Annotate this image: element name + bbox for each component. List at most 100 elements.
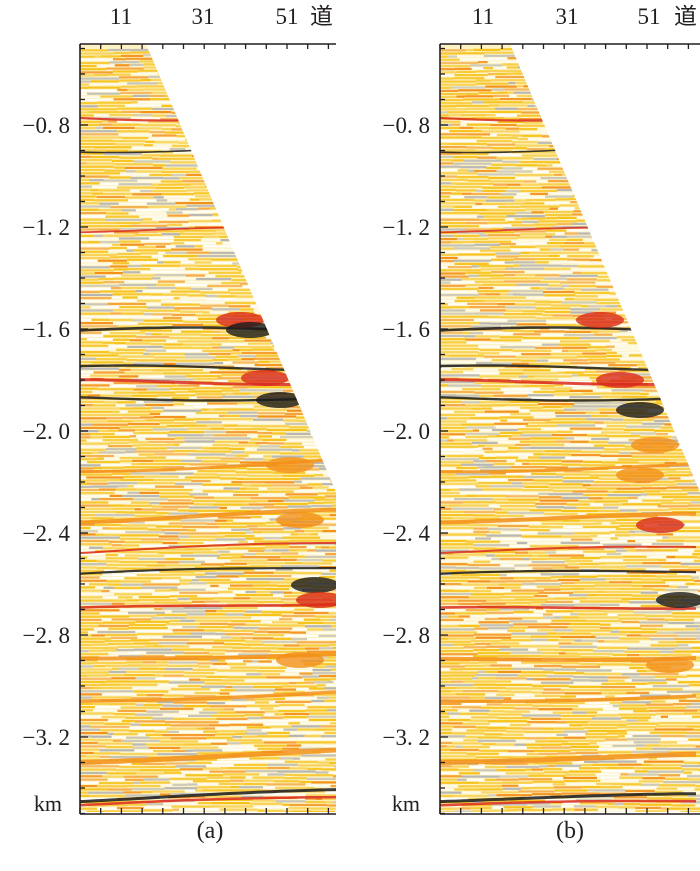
- seismic-streak: [183, 229, 216, 232]
- seismic-streak: [675, 363, 700, 367]
- seismic-streak: [615, 528, 634, 531]
- seismic-streak: [183, 343, 210, 346]
- seismic-streak: [506, 450, 545, 453]
- seismic-streak: [479, 567, 515, 570]
- seismic-streak: [321, 387, 330, 390]
- seismic-streak: [649, 373, 689, 376]
- seismic-streak: [98, 388, 134, 391]
- seismic-streak: [253, 634, 285, 637]
- seismic-streak: [666, 297, 697, 300]
- seismic-streak: [324, 439, 336, 442]
- seismic-streak: [655, 168, 683, 171]
- seismic-streak: [200, 679, 222, 682]
- seismic-streak: [175, 469, 198, 472]
- seismic-streak: [631, 584, 643, 587]
- seismic-streak: [217, 377, 248, 380]
- seismic-streak: [461, 423, 494, 426]
- seismic-streak: [540, 333, 564, 336]
- seismic-streak: [440, 52, 458, 55]
- seismic-streak: [112, 262, 129, 265]
- seismic-streak: [213, 330, 220, 333]
- seismic-streak: [548, 486, 587, 489]
- seismic-streak: [80, 152, 104, 155]
- seismic-streak: [137, 482, 175, 485]
- seismic-streak: [235, 711, 265, 714]
- seismic-streak: [492, 407, 521, 410]
- seismic-streak: [440, 387, 463, 390]
- seismic-streak: [310, 807, 335, 810]
- seismic-streak: [466, 540, 501, 543]
- seismic-streak: [224, 535, 255, 538]
- seismic-streak: [172, 648, 205, 651]
- seismic-streak: [183, 486, 224, 489]
- seismic-streak: [202, 447, 210, 450]
- seismic-streak: [181, 300, 192, 303]
- seismic-streak: [641, 233, 659, 237]
- seismic-streak: [80, 433, 90, 436]
- seismic-streak: [672, 111, 700, 115]
- seismic-streak: [488, 237, 518, 240]
- seismic-streak: [549, 529, 590, 532]
- seismic-streak: [440, 250, 480, 253]
- seismic-streak: [109, 351, 144, 355]
- seismic-streak: [521, 340, 560, 343]
- seismic-streak: [86, 238, 119, 241]
- seismic-streak: [534, 105, 569, 108]
- seismic-streak: [80, 549, 96, 552]
- seismic-streak: [599, 556, 623, 559]
- seismic-streak: [521, 446, 531, 450]
- seismic-streak: [128, 382, 136, 385]
- seismic-streak: [272, 71, 290, 74]
- seismic-streak: [149, 638, 190, 642]
- seismic-streak: [482, 447, 493, 450]
- seismic-streak: [138, 246, 156, 249]
- seismic-streak: [233, 122, 250, 125]
- seismic-streak: [97, 228, 120, 231]
- seismic-streak: [130, 189, 141, 193]
- seismic-streak: [275, 568, 293, 571]
- seismic-streak: [194, 569, 216, 572]
- seismic-streak: [137, 69, 169, 72]
- seismic-streak: [154, 601, 192, 604]
- seismic-streak: [170, 53, 195, 56]
- seismic-streak: [231, 522, 266, 525]
- seismic-streak: [220, 239, 245, 242]
- seismic-streak: [240, 556, 281, 559]
- seismic-streak: [471, 407, 482, 410]
- seismic-streak: [518, 254, 532, 258]
- seismic-streak: [247, 717, 262, 720]
- seismic-streak: [692, 553, 700, 556]
- seismic-streak: [486, 599, 515, 602]
- seismic-streak: [514, 592, 539, 595]
- seismic-streak: [164, 131, 191, 134]
- seismic-streak: [560, 340, 588, 343]
- seismic-streak: [311, 316, 329, 319]
- seismic-streak: [602, 497, 629, 500]
- seismic-streak: [484, 101, 523, 104]
- seismic-streak: [454, 74, 488, 77]
- seismic-streak: [473, 460, 486, 463]
- seismic-streak: [531, 66, 557, 69]
- seismic-streak: [559, 245, 599, 248]
- seismic-streak: [196, 278, 232, 281]
- seismic-streak: [308, 718, 336, 721]
- seismic-streak: [130, 51, 170, 54]
- seismic-streak: [666, 102, 676, 105]
- seismic-streak: [159, 502, 194, 505]
- seismic-streak: [629, 484, 653, 487]
- seismic-streak: [509, 492, 539, 495]
- seismic-streak: [615, 103, 627, 106]
- seismic-streak: [440, 281, 451, 284]
- seismic-streak: [293, 774, 333, 777]
- seismic-streak: [690, 49, 700, 52]
- seismic-streak: [146, 564, 166, 567]
- seismic-streak: [200, 238, 221, 241]
- seismic-streak: [80, 640, 105, 643]
- seismic-streak: [163, 82, 194, 85]
- seismic-streak: [264, 757, 280, 760]
- seismic-streak: [296, 572, 322, 575]
- seismic-streak: [225, 613, 244, 616]
- seismic-streak: [310, 533, 318, 536]
- seismic-streak: [579, 60, 619, 63]
- seismic-streak: [614, 286, 628, 289]
